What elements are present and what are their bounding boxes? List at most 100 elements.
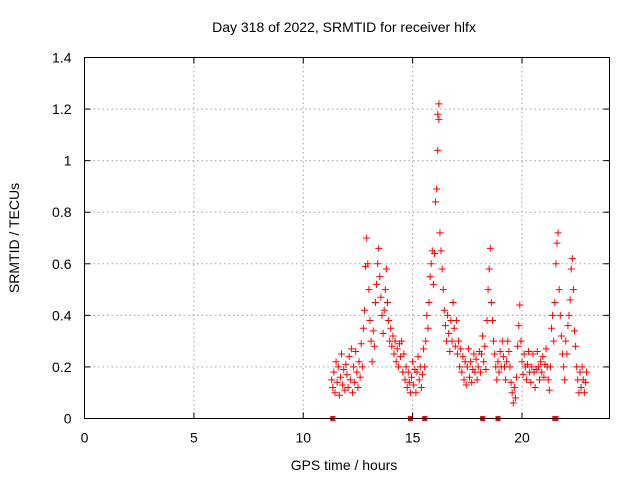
- data-point: [531, 384, 539, 392]
- data-point: [412, 389, 420, 397]
- data-point: [516, 301, 524, 309]
- data-point: [486, 244, 494, 252]
- data-point: [342, 360, 350, 368]
- data-point: [550, 337, 558, 345]
- data-point: [536, 376, 543, 384]
- data-point: [420, 345, 428, 353]
- x-axis-label: GPS time / hours: [291, 457, 398, 473]
- data-point: [413, 368, 421, 376]
- data-point: [422, 337, 430, 345]
- data-point: [507, 378, 515, 386]
- data-point: [537, 358, 545, 366]
- y-tick-label: 1: [64, 153, 72, 169]
- data-point: [538, 368, 546, 376]
- data-point: [421, 363, 429, 371]
- data-point: [401, 376, 409, 384]
- data-point: [554, 229, 562, 237]
- y-tick-label: 0.6: [52, 256, 72, 272]
- data-point: [496, 347, 504, 355]
- data-point: [371, 298, 379, 306]
- data-point: [479, 332, 487, 340]
- data-point: [429, 280, 437, 288]
- data-point: [392, 358, 400, 366]
- data-point: [464, 345, 472, 353]
- data-point: [359, 324, 367, 332]
- data-point: [506, 363, 514, 371]
- data-point: [345, 353, 353, 361]
- data-point: [353, 368, 361, 376]
- data-point: [438, 265, 446, 273]
- data-point: [453, 350, 461, 358]
- data-point: [338, 350, 346, 358]
- data-point: [347, 345, 355, 353]
- data-point: [485, 265, 493, 273]
- data-point: [522, 376, 530, 384]
- data-point: [415, 376, 423, 384]
- data-point: [540, 373, 548, 381]
- data-point: [520, 350, 528, 358]
- data-point: [457, 345, 465, 353]
- x-tick-label: 15: [405, 430, 421, 446]
- data-point: [434, 110, 442, 118]
- data-point: [556, 311, 564, 319]
- data-point: [484, 286, 492, 294]
- data-point: [519, 371, 527, 379]
- data-point: [344, 384, 352, 392]
- data-point: [518, 358, 526, 366]
- data-point: [343, 371, 351, 379]
- data-point: [352, 347, 360, 355]
- data-point: [417, 384, 425, 392]
- data-point: [439, 286, 447, 294]
- data-point: [566, 296, 574, 304]
- data-point: [402, 363, 410, 371]
- data-point: [564, 322, 572, 330]
- x-tick-label: 0: [81, 430, 89, 446]
- data-point: [482, 366, 490, 374]
- data-point: [330, 368, 338, 376]
- data-point: [333, 378, 341, 386]
- data-point: [470, 350, 478, 358]
- data-point: [542, 345, 550, 353]
- data-point: [546, 363, 554, 371]
- data-point: [493, 376, 501, 384]
- data-point: [576, 368, 584, 376]
- data-point: [404, 368, 412, 376]
- data-point: [569, 286, 577, 294]
- plot-frame: [84, 57, 610, 419]
- data-point: [331, 389, 339, 397]
- data-point: [525, 347, 533, 355]
- data-point: [562, 337, 570, 345]
- x-tick-label: 5: [190, 430, 198, 446]
- data-point: [581, 378, 589, 386]
- data-point: [368, 358, 376, 366]
- data-point: [448, 337, 456, 345]
- data-point: [528, 363, 536, 371]
- data-point: [389, 332, 397, 340]
- data-point: [463, 363, 471, 371]
- data-point: [478, 350, 486, 358]
- data-point: [329, 384, 337, 392]
- data-point: [340, 366, 348, 374]
- data-point: [560, 363, 568, 371]
- data-point: [388, 342, 396, 350]
- data-point: [358, 363, 366, 371]
- data-point: [385, 317, 393, 325]
- y-tick-label: 0.8: [52, 204, 72, 220]
- data-point: [511, 394, 519, 402]
- data-point: [553, 239, 561, 247]
- y-tick-label: 0: [64, 411, 72, 427]
- data-point: [467, 358, 475, 366]
- data-point: [366, 317, 374, 325]
- data-point: [440, 306, 448, 314]
- data-point: [580, 389, 588, 397]
- data-point: [510, 384, 518, 392]
- data-point: [555, 286, 563, 294]
- data-point: [561, 376, 569, 384]
- data-point: [552, 260, 560, 268]
- data-point: [376, 273, 384, 281]
- data-point: [367, 337, 375, 345]
- data-point: [450, 324, 458, 332]
- data-point: [529, 350, 537, 358]
- data-point: [356, 373, 364, 381]
- data-point: [365, 286, 373, 294]
